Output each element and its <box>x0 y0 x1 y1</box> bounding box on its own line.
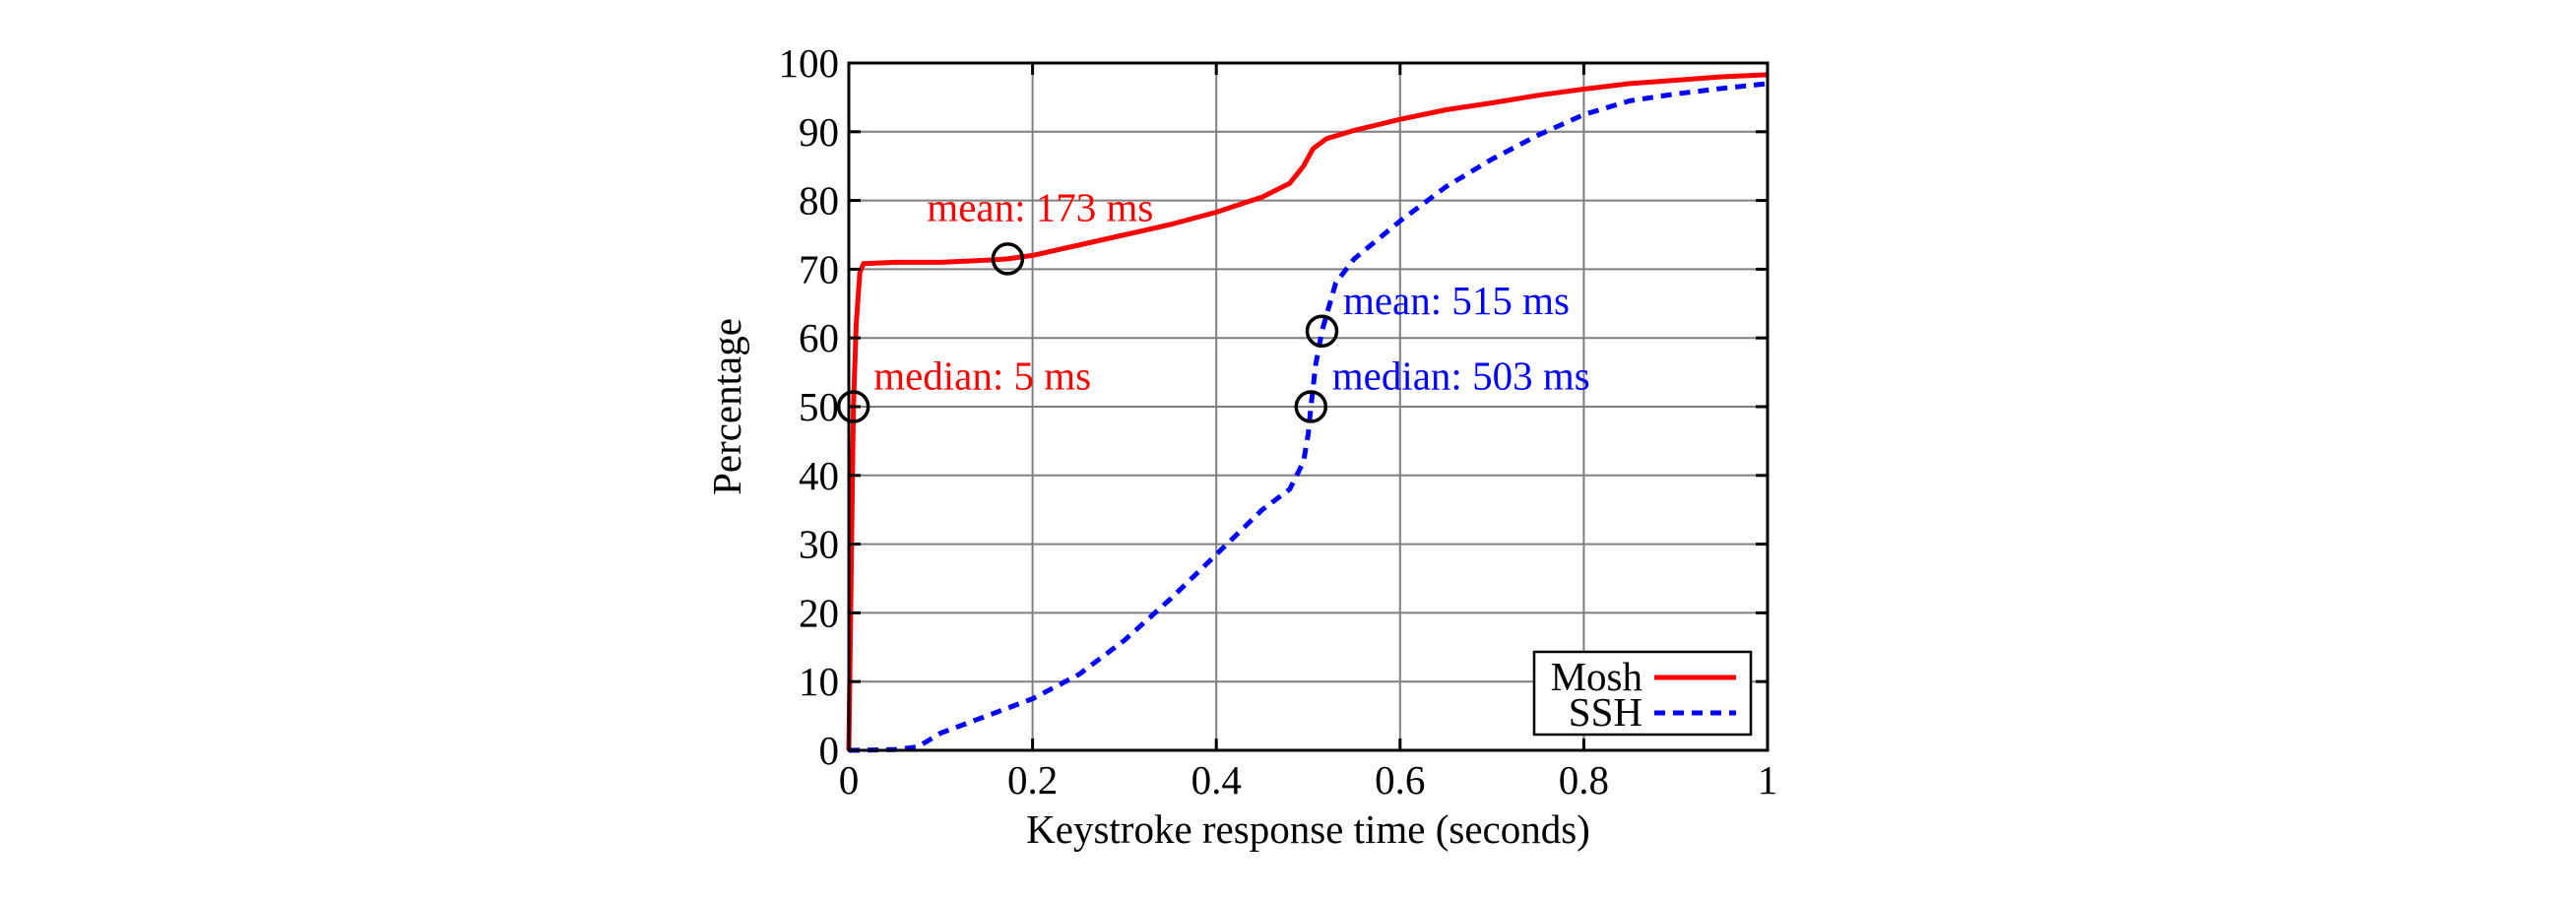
annotations: mean: 173 ms median: 5 ms mean: 515 ms medi… <box>873 185 1589 399</box>
annotation-label: mean: 173 ms <box>927 185 1153 230</box>
marker-circle-mosh <box>991 242 1025 276</box>
legend-box <box>1532 650 1753 737</box>
markers <box>836 242 1339 423</box>
x-tick-label: 0.4 <box>1191 757 1242 803</box>
x-tick-label: 1 <box>1758 757 1778 803</box>
x-tick-label: 0 <box>839 757 860 803</box>
x-tick-label: 0.8 <box>1559 757 1609 803</box>
y-axis-title: Percentage <box>704 318 749 495</box>
y-tick-label: 50 <box>799 384 839 429</box>
y-tick-label: 70 <box>799 246 839 291</box>
marker-circle-ssh <box>1305 314 1339 348</box>
x-tick-label: 0.6 <box>1375 757 1425 803</box>
legend-label-ssh: SSH <box>1569 689 1642 735</box>
annotation-label: median: 5 ms <box>873 353 1091 399</box>
legend: Mosh SSH <box>1532 650 1753 737</box>
annotation-label: mean: 515 ms <box>1343 278 1570 323</box>
y-tick-label: 0 <box>819 728 840 773</box>
y-tick-label: 30 <box>799 522 839 567</box>
y-tick-label: 80 <box>799 178 839 224</box>
legend-label-mosh: Mosh <box>1551 654 1642 699</box>
x-tick-label: 0.2 <box>1007 757 1058 803</box>
annotation-label: median: 503 ms <box>1332 353 1590 399</box>
y-tick-label: 10 <box>799 659 839 704</box>
y-tick-label: 40 <box>799 453 839 498</box>
series-line-ssh <box>848 81 1769 753</box>
marker-circle-mosh <box>836 390 870 423</box>
y-tick-label: 20 <box>799 590 839 635</box>
grid <box>849 63 1768 750</box>
y-tick-label: 100 <box>779 40 840 86</box>
y-tick-label: 90 <box>799 109 839 155</box>
series-lines <box>846 72 1769 753</box>
x-axis-title: Keystroke response time (seconds) <box>1026 806 1590 852</box>
y-tick-label: 60 <box>799 315 839 360</box>
series-line-mosh <box>846 72 1769 751</box>
marker-circle-ssh <box>1294 390 1328 423</box>
